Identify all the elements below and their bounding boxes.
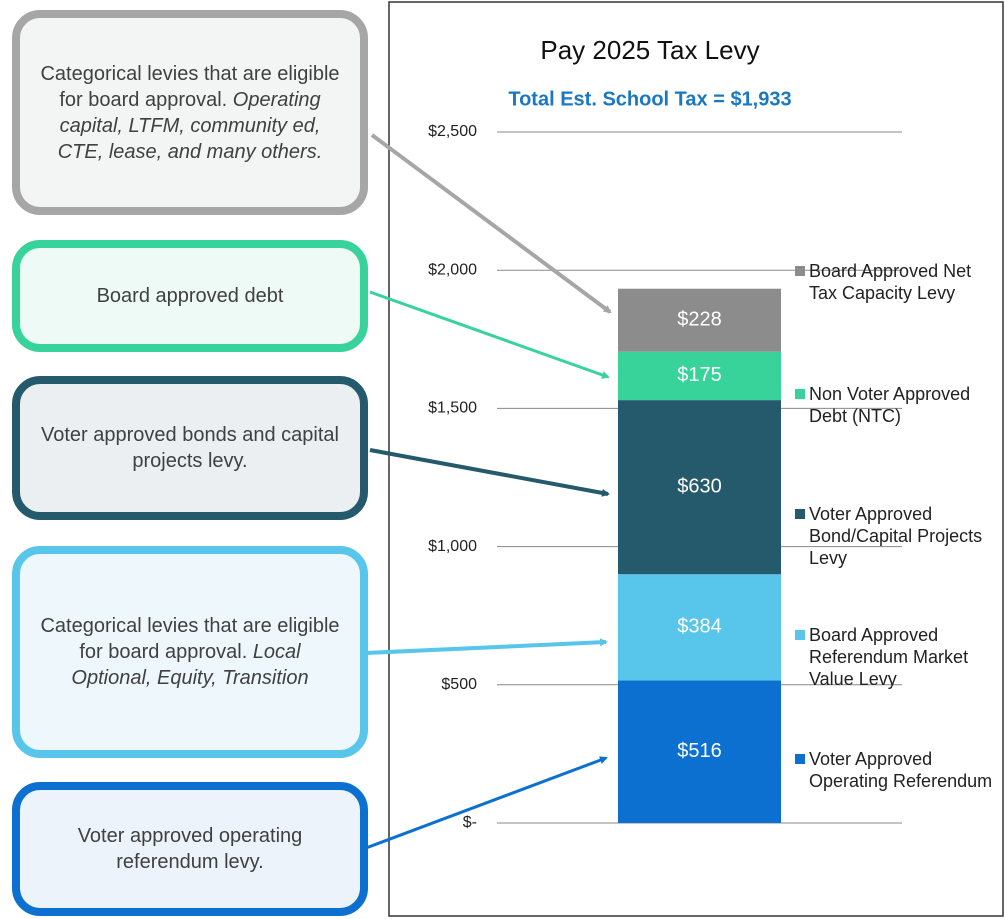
callout-text: Board approved debt xyxy=(96,285,284,307)
callout: Categorical levies that are eligible for… xyxy=(12,546,368,758)
data-label: $384 xyxy=(677,616,722,638)
callout: Voter approved bonds and capital project… xyxy=(12,376,368,520)
callout-text: Categorical levies that are eligible for… xyxy=(40,615,340,663)
callout-text: Voter approved operating referendum levy… xyxy=(77,825,303,873)
bar-segment xyxy=(618,680,781,823)
arrow xyxy=(369,290,610,379)
legend-label: Board Approved Net Tax Capacity Levy xyxy=(809,261,972,303)
legend-label: Voter Approved Operating Referendum xyxy=(809,749,993,791)
arrow xyxy=(370,133,612,314)
legend-swatch xyxy=(795,630,805,640)
bar-segment xyxy=(618,574,781,681)
bar-segment xyxy=(618,400,781,575)
callout: Board approved debt xyxy=(12,240,368,352)
callout-text: Voter approved bonds and capital project… xyxy=(41,424,339,472)
y-tick-label: $2,500 xyxy=(428,123,477,140)
y-tick-label: $2,000 xyxy=(428,261,477,278)
chart-title: Pay 2025 Tax Levy xyxy=(540,35,759,65)
arrow xyxy=(365,638,608,655)
arrow xyxy=(365,756,608,850)
callout-italic: Operating capital, LTFM, community ed, C… xyxy=(57,88,323,163)
y-tick-label: $- xyxy=(463,814,477,831)
data-label: $516 xyxy=(677,740,722,762)
arrow xyxy=(369,448,610,497)
callout-text: Categorical levies that are eligible for… xyxy=(40,62,340,111)
legend-label: Non Voter Approved Debt (NTC) xyxy=(809,384,971,426)
legend-swatch xyxy=(795,266,805,276)
callout: Categorical levies that are eligible for… xyxy=(12,10,368,215)
y-tick-label: $1,000 xyxy=(428,538,477,555)
chart-subtitle: Total Est. School Tax = $1,933 xyxy=(508,88,791,110)
bar-segment xyxy=(618,288,781,352)
data-label: $630 xyxy=(677,475,722,497)
y-tick-label: $1,500 xyxy=(428,400,477,417)
plot: $- $500 $1,000 $1,500 $2,000 $2,500 $516 $384 $6… xyxy=(428,123,902,831)
callout: Voter approved operating referendum levy… xyxy=(12,782,368,916)
callout-italic: Local Optional, Equity, Transition xyxy=(71,641,309,689)
legend-swatch xyxy=(795,754,805,764)
data-label: $175 xyxy=(677,364,722,386)
legend-label: Board Approved Referendum Market Value L… xyxy=(809,625,969,689)
bar-segment xyxy=(618,351,781,401)
y-tick-label: $500 xyxy=(441,676,477,693)
data-label: $228 xyxy=(677,309,722,331)
legend-swatch xyxy=(795,509,805,519)
chart-frame xyxy=(388,1,1004,917)
legend-label: Voter Approved Bond/Capital Projects Lev… xyxy=(809,504,983,568)
legend-swatch xyxy=(795,389,805,399)
